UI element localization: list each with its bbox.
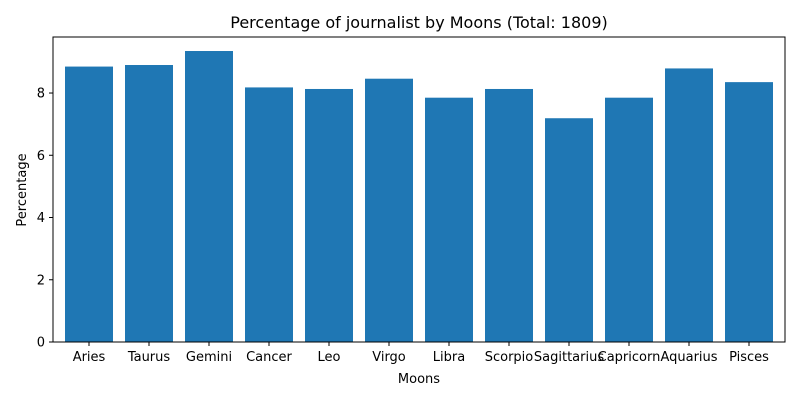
y-tick-label: 2	[37, 273, 45, 288]
bar-sagittarius	[545, 118, 593, 343]
bar-scorpio	[485, 88, 533, 342]
y-tick-label: 8	[37, 87, 45, 102]
chart-title: Percentage of journalist by Moons (Total…	[230, 13, 608, 32]
x-tick-label: Taurus	[127, 350, 171, 365]
bar-cancer	[245, 87, 293, 342]
x-axis-label: Moons	[398, 372, 440, 387]
x-tick-label: Sagittarius	[534, 350, 604, 365]
bar-taurus	[125, 65, 173, 343]
bar-leo	[305, 88, 353, 342]
bar-pisces	[725, 82, 773, 342]
y-axis-label: Percentage	[15, 153, 30, 226]
y-tick-label: 0	[37, 336, 45, 351]
bar-capricorn	[605, 97, 653, 342]
y-tick-label: 4	[37, 211, 45, 226]
x-tick-label: Libra	[433, 350, 465, 365]
bar-gemini	[185, 51, 233, 343]
bars-group	[65, 51, 773, 343]
y-tick-label: 6	[37, 149, 45, 164]
x-tick-label: Gemini	[186, 350, 232, 365]
bar-aquarius	[665, 68, 713, 343]
x-tick-label: Virgo	[372, 350, 406, 365]
x-axis: Aries Taurus Gemini Cancer Leo Virgo Libra Scor…	[73, 342, 769, 365]
x-tick-label: Aquarius	[660, 350, 717, 365]
bar-libra	[425, 97, 473, 342]
bar-virgo	[365, 78, 413, 343]
x-tick-label: Scorpio	[485, 350, 534, 365]
x-tick-label: Cancer	[246, 350, 292, 365]
bar-aries	[65, 66, 113, 342]
y-axis: 0 2 4 6 8	[37, 87, 53, 351]
x-tick-label: Leo	[318, 350, 341, 365]
x-tick-label: Aries	[73, 350, 106, 365]
x-tick-label: Capricorn	[598, 350, 661, 365]
x-tick-label: Pisces	[729, 350, 769, 365]
plot-frame	[52, 36, 786, 343]
